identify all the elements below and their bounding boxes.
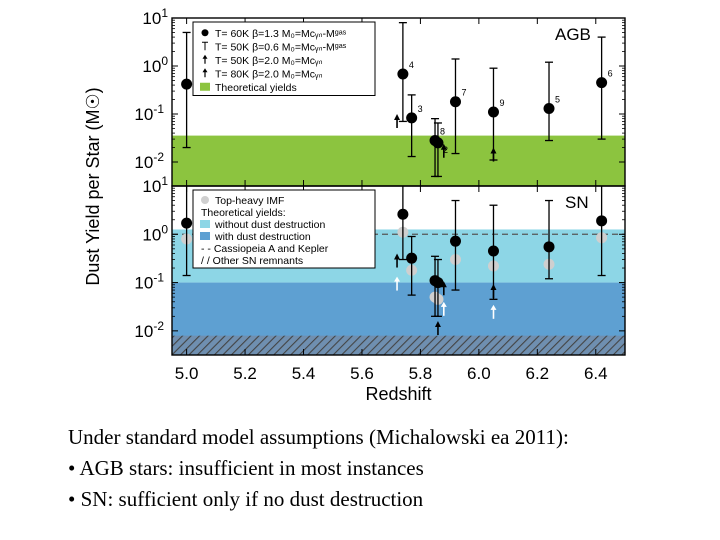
- panel-sn: 101 100 10-1 10-2 SN Top-heavy IMFTheoretical…: [134, 174, 626, 356]
- legend-entry-text: T= 50K β=2.0 M₀=Mᴄᵧₙ: [215, 55, 323, 67]
- lower-limit-arrow: [490, 284, 497, 291]
- caption-line-3: • SN: sufficient only if no dust destruc…: [68, 487, 424, 511]
- data-point: [181, 78, 193, 90]
- y-tick-label: 10-2: [134, 150, 164, 172]
- legend-entry-text: Theoretical yields: [215, 82, 297, 94]
- point-id-label: 5: [555, 95, 560, 105]
- legend-symbol: [201, 196, 209, 204]
- caption-line-1: Under standard model assumptions (Michal…: [68, 425, 569, 449]
- point-id-label: 2: [443, 145, 448, 155]
- legend-symbol: [200, 232, 210, 240]
- data-point: [397, 68, 409, 80]
- legend-entry-text: T= 80K β=2.0 M₀=Mᴄᵧₙ: [215, 68, 323, 80]
- caption-line-2: • AGB stars: insufficient in most instan…: [68, 456, 424, 480]
- lower-limit-arrow: [440, 143, 447, 150]
- data-point: [181, 217, 193, 229]
- legend-entry-text: T= 60K β=1.3 M₀=Mᴄᵧₙ-Mᵍᵃˢ: [215, 28, 347, 40]
- panel-frame: [171, 185, 626, 356]
- data-point: [596, 77, 608, 89]
- legend-symbol: [202, 68, 208, 73]
- legend-symbol: [200, 82, 210, 91]
- data-point: [406, 112, 418, 124]
- x-tick-label: 5.6: [350, 364, 374, 383]
- data-point: [432, 277, 444, 289]
- y-tick-label: 10-2: [134, 319, 164, 341]
- point-id-label: 8: [440, 127, 445, 137]
- legend-entry-text: / / Other SN remnants: [201, 255, 303, 267]
- lower-limit-arrow: [440, 281, 447, 288]
- topheavy-lower-limit-arrow: [490, 304, 497, 310]
- band-theoretical-yields: [172, 135, 625, 186]
- legend-entry-text: Top-heavy IMF: [215, 195, 284, 207]
- point-id-label: 4: [409, 60, 414, 70]
- x-tick-label: 5.4: [292, 364, 316, 383]
- data-point: [406, 252, 418, 264]
- data-point: [596, 215, 608, 227]
- legend-box: [192, 21, 376, 96]
- panel-label-sn: SN: [565, 193, 589, 212]
- lower-limit-arrow: [434, 321, 441, 328]
- data-point: [543, 241, 555, 253]
- topheavy-lower-limit-arrow: [394, 276, 401, 282]
- legend-symbol: [201, 29, 209, 37]
- legend-entry-text: without dust destruction: [214, 219, 325, 231]
- x-tick-label: 6.2: [526, 364, 550, 383]
- y-tick-label: 10-1: [134, 102, 164, 124]
- x-tick-label: 5.2: [233, 364, 257, 383]
- point-id-label: 3: [418, 104, 423, 114]
- data-point: [449, 235, 461, 247]
- point-id-label: 7: [461, 88, 466, 98]
- y-tick-label: 10-1: [134, 271, 164, 293]
- x-tick-label: 6.0: [467, 364, 491, 383]
- legend-entry-text: - - Cassiopeia A and Kepler: [201, 243, 329, 255]
- lower-limit-arrow: [394, 253, 401, 260]
- y-tick-label: 101: [142, 6, 168, 28]
- x-tick-label: 6.4: [584, 364, 608, 383]
- legend-box: [192, 189, 376, 269]
- panel-label-agb: AGB: [555, 25, 591, 44]
- y-tick-label: 100: [142, 222, 168, 244]
- point-id-label: 6: [608, 69, 613, 79]
- data-point: [432, 137, 444, 149]
- data-point: [397, 208, 409, 220]
- x-tick-label: 5.0: [175, 364, 199, 383]
- lower-limit-arrow: [490, 147, 497, 154]
- point-id-label: 9: [499, 98, 504, 108]
- topheavy-lower-limit-arrow: [440, 301, 447, 307]
- x-axis-title: Redshift: [365, 384, 431, 404]
- caption: Under standard model assumptions (Michal…: [68, 422, 708, 515]
- legend-entry-text: Theoretical yields:: [201, 207, 286, 219]
- lower-limit-arrow: [394, 113, 401, 120]
- data-point: [487, 106, 499, 118]
- data-point: [543, 103, 555, 115]
- y-tick-label: 101: [142, 174, 168, 196]
- legend-symbol: [202, 54, 208, 59]
- legend-symbol: [200, 220, 210, 228]
- legend-entry-text: with dust destruction: [214, 231, 311, 243]
- legend-entry-text: T= 50K β=0.6 M₀=Mᴄᵧₙ-Mᵍᵃˢ: [215, 41, 347, 53]
- x-tick-label: 5.8: [409, 364, 433, 383]
- band-other-sn-remnants: [172, 335, 625, 355]
- data-point: [449, 96, 461, 108]
- data-point: [487, 245, 499, 257]
- y-axis-title: Dust Yield per Star (M☉): [83, 87, 103, 285]
- y-tick-label: 100: [142, 54, 168, 76]
